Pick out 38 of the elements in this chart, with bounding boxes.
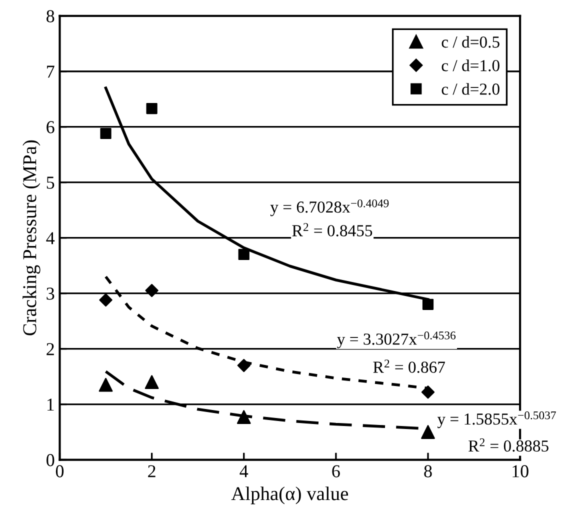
y-tick-label: 5 bbox=[46, 176, 54, 189]
x-tick-label: 4 bbox=[240, 465, 248, 478]
y-tick-label: 1 bbox=[47, 398, 54, 411]
x-tick-label: 10 bbox=[512, 465, 528, 478]
y-tick-label: 4 bbox=[46, 232, 55, 244]
point bbox=[421, 425, 435, 439]
point bbox=[238, 248, 250, 260]
x-tick-label: 0 bbox=[56, 465, 64, 478]
point bbox=[99, 293, 112, 307]
y-tick-label: 8 bbox=[46, 10, 54, 22]
point bbox=[146, 102, 158, 114]
y-tick-label: 6 bbox=[46, 121, 54, 134]
point bbox=[422, 298, 434, 310]
y-tick-label: 0 bbox=[46, 454, 54, 466]
annotation: y = 6.7028x$^{−0.4049}$ bbox=[270, 199, 389, 216]
point bbox=[236, 410, 251, 424]
annotation: R$^{2}$ = 0.8455 bbox=[292, 223, 372, 236]
y-tick-label: 7 bbox=[47, 66, 54, 78]
legend-label: c / d=2.0 bbox=[442, 83, 500, 95]
point bbox=[237, 358, 250, 372]
y-tick-label: 3 bbox=[46, 288, 54, 300]
legend-label: c / d=0.5 bbox=[442, 36, 500, 48]
y-tick-label: 2 bbox=[46, 343, 54, 356]
point bbox=[421, 385, 435, 399]
annotation: y = 3.3027x$^{−0.4536}$ bbox=[337, 332, 456, 348]
point bbox=[98, 378, 113, 392]
x-axis-title: Alpha(α) value bbox=[231, 486, 348, 504]
annotation: y = 1.5855x$^{−0.5037}$ bbox=[437, 411, 556, 428]
y-axis-title: Cracking Pressure (MPa) bbox=[22, 140, 40, 336]
point bbox=[144, 375, 159, 390]
x-tick-label: 8 bbox=[424, 465, 432, 478]
point bbox=[145, 284, 158, 298]
x-tick-label: 2 bbox=[148, 465, 156, 478]
annotation: R$^{2}$ = 0.867 bbox=[373, 360, 445, 373]
legend-label: c / d=1.0 bbox=[442, 60, 500, 72]
annotation: R$^{2}$ = 0.8885 bbox=[468, 438, 548, 452]
point bbox=[100, 128, 112, 140]
x-tick-label: 6 bbox=[332, 465, 340, 478]
